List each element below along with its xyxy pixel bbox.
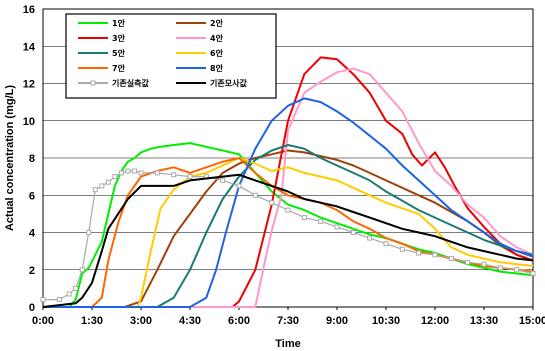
x-tick-label: 4:30 [179, 315, 201, 327]
series-point [530, 270, 536, 276]
series-point [367, 235, 373, 241]
series-line-5 [43, 144, 534, 308]
series-point [318, 218, 324, 224]
series-point [269, 200, 275, 206]
x-tick-label: 7:30 [277, 315, 299, 327]
series-point [334, 224, 340, 230]
series-point [399, 246, 405, 252]
y-tick-label: 10 [23, 116, 35, 128]
series-layer [40, 56, 536, 308]
x-tick-label: 0:00 [32, 315, 54, 327]
series-point [301, 215, 307, 221]
series-point [118, 170, 124, 176]
y-tick-label: 2 [29, 265, 35, 277]
legend-label: 기존실측값 [112, 78, 149, 88]
series-point [514, 267, 520, 273]
series-point [236, 183, 242, 189]
legend-label: 8안 [210, 63, 224, 73]
series-line-10 [42, 173, 534, 308]
x-tick-label: 6:00 [228, 315, 250, 327]
series-line-3 [43, 56, 534, 308]
series-point [138, 170, 144, 176]
series-line-4 [43, 67, 534, 308]
legend-label: 7안 [112, 63, 126, 73]
x-tick-label: 15:00 [519, 315, 545, 327]
legend-label: 1안 [112, 18, 126, 28]
series-point [416, 250, 422, 256]
series-point [73, 285, 79, 291]
legend-label: 3안 [112, 33, 126, 43]
series-point [285, 207, 291, 213]
x-tick-label: 1:30 [81, 315, 103, 327]
x-tick-label: 13:30 [470, 315, 498, 327]
x-axis-title: Time [275, 338, 300, 350]
x-tick-label: 9:00 [326, 315, 348, 327]
legend-label: 2안 [210, 18, 224, 28]
tick-labels: 0 2 4 6 8 10 12 14 16 0:00 1:30 3:00 4:30 6:00 7:30 9:0… [23, 4, 545, 327]
y-tick-label: 8 [29, 153, 35, 165]
series-point [252, 192, 258, 198]
legend-label: 기존모사값 [210, 78, 247, 88]
series-point [465, 259, 471, 265]
series-point [40, 297, 46, 303]
series-point [56, 297, 62, 303]
y-tick-label: 16 [23, 4, 35, 16]
y-axis-title: Actual concentration (mg/L) [4, 85, 16, 231]
y-tick-label: 12 [23, 79, 35, 91]
series-point [448, 256, 454, 262]
y-tick-label: 0 [29, 302, 35, 314]
legend-label: 4안 [210, 33, 224, 43]
series-point [383, 241, 389, 247]
y-tick-label: 4 [29, 228, 36, 240]
series-point [92, 187, 98, 193]
series-line-6 [43, 157, 534, 308]
series-line-1 [43, 142, 534, 308]
series-point [497, 265, 503, 271]
series-point [79, 267, 85, 273]
x-tick-label: 3:00 [130, 315, 152, 327]
legend-label: 6안 [210, 48, 224, 58]
series-point [99, 183, 105, 189]
x-tick-label: 10:30 [372, 315, 400, 327]
x-tick-label: 12:00 [421, 315, 449, 327]
series-point [481, 261, 487, 267]
series-point [432, 252, 438, 258]
y-tick-label: 14 [23, 41, 36, 53]
series-point [112, 174, 118, 180]
series-point [105, 179, 111, 185]
series-point [86, 230, 92, 235]
series-point [187, 174, 193, 180]
series-point [154, 170, 160, 176]
series-point [220, 177, 226, 183]
legend-label: 5안 [112, 48, 126, 58]
series-point [66, 291, 72, 297]
series-point [350, 230, 356, 235]
series-point [125, 168, 131, 174]
legend-marker [90, 80, 96, 86]
y-tick-label: 6 [29, 190, 35, 202]
series-point [131, 168, 137, 174]
series-point [171, 172, 177, 178]
series-line-8 [43, 97, 534, 308]
